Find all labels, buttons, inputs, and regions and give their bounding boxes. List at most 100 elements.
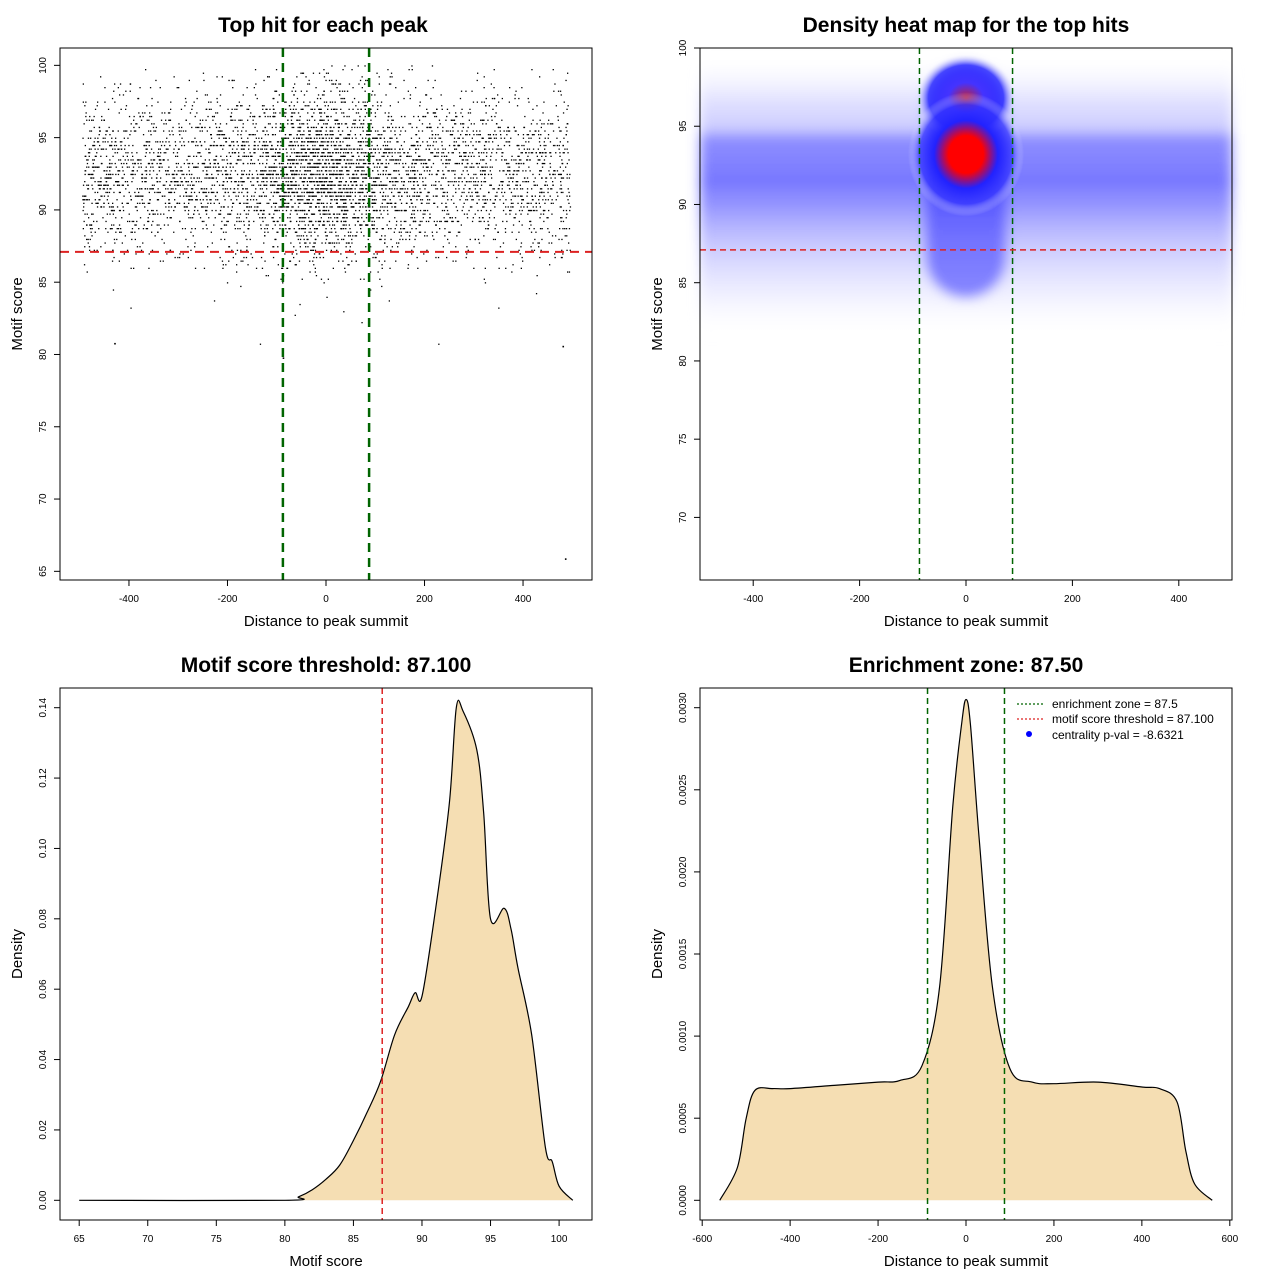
scatter-point [383, 130, 385, 132]
scatter-point [309, 271, 311, 273]
scatter-point [253, 141, 256, 143]
scatter-point [274, 224, 276, 226]
scatter-point [177, 170, 179, 172]
scatter-point [326, 195, 328, 197]
scatter-point [96, 152, 98, 154]
scatter-point [132, 162, 134, 165]
scatter-point [509, 173, 511, 176]
scatter-point [275, 191, 277, 194]
scatter-point [217, 130, 219, 132]
scatter-point [209, 199, 211, 201]
scatter-point [327, 105, 329, 107]
scatter-point [272, 105, 274, 107]
scatter-point [503, 144, 506, 147]
scatter-point [250, 112, 252, 114]
scatter-point [318, 209, 320, 212]
scatter-point [88, 217, 90, 219]
scatter-point [317, 94, 320, 96]
scatter-point [221, 184, 224, 186]
scatter-point [558, 144, 560, 147]
scatter-point [416, 181, 418, 183]
scatter-point [493, 97, 495, 100]
scatter-point [323, 112, 326, 114]
scatter-point [369, 134, 371, 136]
scatter-point [112, 155, 114, 157]
scatter-point [127, 202, 129, 204]
scatter-point [559, 206, 561, 208]
scatter-point [391, 191, 393, 194]
scatter-point [256, 177, 258, 179]
scatter-point [88, 119, 90, 121]
scatter-point [433, 184, 435, 186]
scatter-point [273, 220, 276, 223]
scatter-point [227, 213, 229, 215]
scatter-point [428, 202, 430, 204]
scatter-point [270, 170, 272, 172]
scatter-point [206, 170, 208, 172]
scatter-point [344, 65, 346, 67]
scatter-point [171, 181, 173, 183]
scatter-point [301, 228, 303, 230]
scatter-point [216, 144, 219, 147]
scatter-point [272, 173, 274, 176]
scatter-point [506, 162, 508, 165]
scatter-point [422, 162, 425, 165]
scatter-point [323, 94, 325, 96]
scatter-point [538, 202, 540, 204]
scatter-point [248, 105, 251, 107]
scatter-point [226, 155, 228, 157]
scatter-point [325, 137, 327, 139]
scatter-points [82, 65, 572, 560]
scatter-point [136, 220, 138, 223]
scatter-point [156, 173, 158, 176]
scatter-point [265, 108, 267, 110]
scatter-point [371, 220, 373, 223]
scatter-point [414, 217, 416, 219]
scatter-point [366, 130, 369, 132]
scatter-point [285, 235, 287, 237]
scatter-point [365, 79, 367, 82]
scatter-point [276, 181, 278, 183]
scatter-point [338, 123, 340, 125]
scatter-point [496, 148, 498, 150]
scatter-point [198, 191, 200, 194]
scatter-point [101, 148, 103, 150]
scatter-point [447, 130, 449, 132]
scatter-point [437, 256, 440, 259]
scatter-point [235, 253, 237, 255]
scatter-point [382, 126, 384, 129]
scatter-point [389, 173, 392, 176]
scatter-point [308, 209, 310, 212]
scatter-point [372, 105, 374, 107]
scatter-point [322, 119, 324, 121]
scatter-point [98, 166, 100, 168]
scatter-point [344, 166, 346, 168]
scatter-point [181, 144, 183, 147]
scatter-point [351, 159, 353, 161]
scatter-point [528, 228, 531, 230]
scatter-point [299, 220, 301, 223]
scatter-point [518, 97, 520, 100]
scatter-point [349, 191, 351, 194]
scatter-point [242, 173, 245, 176]
scatter-point [299, 202, 301, 204]
scatter-point [329, 224, 331, 226]
scatter-point [335, 144, 337, 147]
scatter-point [305, 159, 307, 161]
scatter-point [125, 105, 128, 107]
scatter-point [356, 217, 358, 219]
scatter-point [340, 253, 342, 255]
scatter-point [291, 206, 293, 208]
scatter-point [501, 181, 503, 183]
scatter-point [297, 238, 299, 241]
scatter-point [295, 170, 298, 172]
scatter-point [442, 152, 445, 154]
scatter-point [247, 202, 249, 204]
scatter-point [337, 217, 339, 219]
scatter-point [219, 134, 221, 136]
scatter-point [513, 217, 515, 219]
scatter-point [300, 72, 302, 74]
scatter-point [416, 256, 418, 259]
scatter-point [216, 134, 218, 136]
scatter-point [334, 228, 336, 230]
